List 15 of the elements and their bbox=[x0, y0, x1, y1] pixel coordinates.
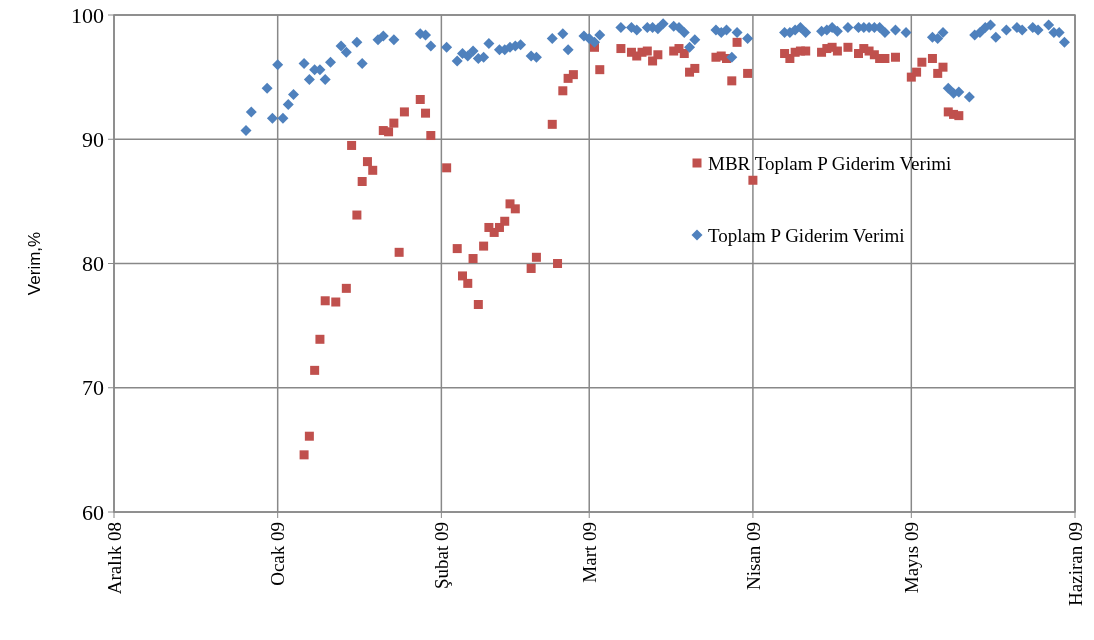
legend-label: MBR Toplam P Giderim Verimi bbox=[708, 152, 952, 174]
y-axis-title: Verim,% bbox=[25, 231, 44, 296]
y-tick-label: 100 bbox=[71, 2, 104, 28]
y-tick-label: 70 bbox=[82, 375, 104, 401]
y-tick-label: 90 bbox=[82, 126, 104, 152]
y-tick-label: 80 bbox=[82, 251, 104, 277]
x-tick-label: Mayıs 09 bbox=[900, 522, 922, 594]
x-tick-label: Ocak 09 bbox=[267, 522, 289, 586]
x-tick-label: Haziran 09 bbox=[1064, 522, 1086, 606]
y-tick-label: 60 bbox=[82, 499, 104, 525]
x-tick-label: Aralık 08 bbox=[103, 522, 125, 595]
x-tick-label: Şubat 09 bbox=[431, 522, 453, 590]
legend-label: Toplam P Giderim Verimi bbox=[708, 224, 905, 246]
x-tick-label: Mart 09 bbox=[578, 522, 600, 583]
x-tick-label: Nisan 09 bbox=[742, 522, 764, 591]
